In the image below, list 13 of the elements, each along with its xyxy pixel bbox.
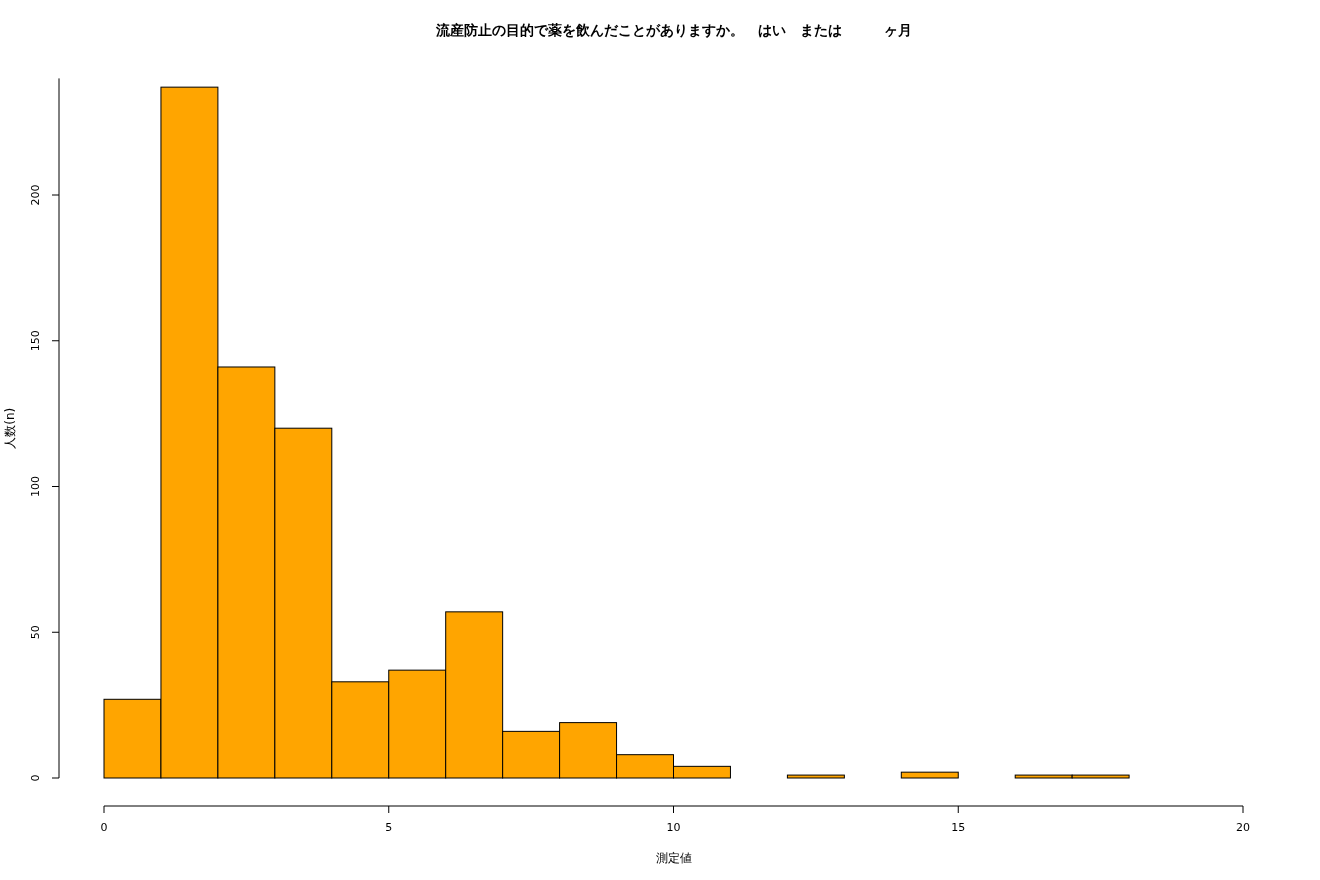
y-tick-label: 50 <box>29 625 42 640</box>
x-tick-label: 15 <box>951 821 966 834</box>
chart-title: 流産防止の目的で薬を飲んだことがありますか。 はい または ヶ月 <box>434 22 912 38</box>
x-tick-label: 0 <box>100 821 108 834</box>
x-tick-label: 10 <box>666 821 681 834</box>
y-axis-title: 人数(n) <box>3 407 17 449</box>
y-tick-label: 150 <box>29 330 42 352</box>
y-tick-label: 200 <box>29 184 42 206</box>
x-tick-label: 5 <box>385 821 393 834</box>
y-tick-label: 0 <box>29 774 42 782</box>
x-tick-label: 20 <box>1236 821 1250 834</box>
x-axis-title: 測定値 <box>655 851 692 865</box>
y-tick-label: 100 <box>29 476 42 497</box>
